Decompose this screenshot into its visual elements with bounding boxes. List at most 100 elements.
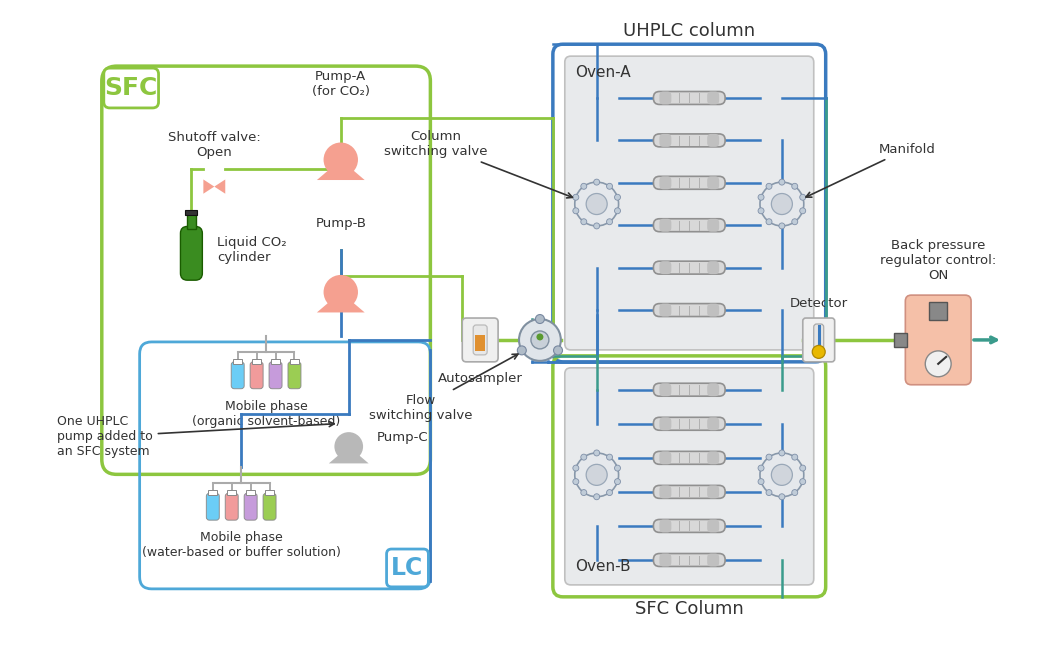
Circle shape <box>594 450 600 456</box>
FancyBboxPatch shape <box>653 384 725 396</box>
Circle shape <box>573 478 579 485</box>
FancyBboxPatch shape <box>707 519 719 532</box>
Circle shape <box>758 465 764 471</box>
Circle shape <box>575 453 619 497</box>
FancyBboxPatch shape <box>659 176 672 189</box>
FancyBboxPatch shape <box>659 519 672 532</box>
FancyBboxPatch shape <box>462 318 498 362</box>
Circle shape <box>926 351 952 377</box>
FancyBboxPatch shape <box>659 261 672 274</box>
Circle shape <box>580 454 587 460</box>
Circle shape <box>606 219 613 225</box>
FancyBboxPatch shape <box>387 549 428 587</box>
Circle shape <box>779 450 785 456</box>
FancyBboxPatch shape <box>653 451 725 464</box>
FancyBboxPatch shape <box>653 554 725 566</box>
FancyBboxPatch shape <box>653 134 725 147</box>
Circle shape <box>575 182 619 226</box>
Text: Pump-C: Pump-C <box>376 431 428 444</box>
Text: LC: LC <box>391 556 423 580</box>
Text: SFC: SFC <box>104 76 157 100</box>
Text: Manifold: Manifold <box>806 143 935 197</box>
Polygon shape <box>214 179 226 194</box>
Circle shape <box>580 183 587 189</box>
Circle shape <box>800 194 806 200</box>
Circle shape <box>758 194 764 200</box>
FancyBboxPatch shape <box>659 304 672 317</box>
Circle shape <box>800 465 806 471</box>
Circle shape <box>766 183 772 189</box>
FancyBboxPatch shape <box>263 493 276 520</box>
FancyBboxPatch shape <box>813 324 824 349</box>
Circle shape <box>519 319 561 361</box>
Circle shape <box>766 454 772 460</box>
Text: Back pressure
regulator control:
ON: Back pressure regulator control: ON <box>880 239 996 282</box>
FancyBboxPatch shape <box>473 325 487 355</box>
FancyBboxPatch shape <box>288 362 301 389</box>
Bar <box>271 359 280 364</box>
Circle shape <box>606 489 613 495</box>
FancyBboxPatch shape <box>707 486 719 499</box>
Circle shape <box>791 454 798 460</box>
FancyBboxPatch shape <box>653 486 725 499</box>
Circle shape <box>760 182 804 226</box>
Polygon shape <box>329 447 368 463</box>
Circle shape <box>615 194 621 200</box>
Bar <box>265 490 275 495</box>
FancyBboxPatch shape <box>659 134 672 147</box>
Bar <box>187 214 196 229</box>
FancyBboxPatch shape <box>653 304 725 317</box>
Circle shape <box>791 489 798 495</box>
Circle shape <box>791 183 798 189</box>
Text: Column
switching valve: Column switching valve <box>384 130 572 198</box>
Bar <box>894 333 907 347</box>
Text: Detector: Detector <box>789 297 848 310</box>
FancyBboxPatch shape <box>653 176 725 189</box>
FancyBboxPatch shape <box>659 417 672 430</box>
Text: SFC Column: SFC Column <box>634 600 744 618</box>
FancyBboxPatch shape <box>269 362 282 389</box>
Circle shape <box>800 208 806 214</box>
FancyBboxPatch shape <box>707 384 719 396</box>
FancyBboxPatch shape <box>906 295 971 385</box>
FancyBboxPatch shape <box>104 68 158 108</box>
Polygon shape <box>204 179 214 194</box>
FancyBboxPatch shape <box>659 219 672 231</box>
Circle shape <box>587 194 607 214</box>
FancyBboxPatch shape <box>659 384 672 396</box>
Text: UHPLC column: UHPLC column <box>623 22 755 40</box>
Circle shape <box>580 219 587 225</box>
FancyBboxPatch shape <box>653 519 725 532</box>
Circle shape <box>323 142 358 177</box>
Circle shape <box>772 194 792 214</box>
Bar <box>233 359 242 364</box>
Bar <box>252 359 261 364</box>
Text: Oven-B: Oven-B <box>575 560 630 575</box>
FancyBboxPatch shape <box>226 493 238 520</box>
Circle shape <box>587 464 607 486</box>
Circle shape <box>323 275 358 309</box>
Circle shape <box>606 454 613 460</box>
Text: Pump-B: Pump-B <box>315 217 366 230</box>
Text: Autosampler: Autosampler <box>438 372 523 385</box>
FancyBboxPatch shape <box>659 554 672 566</box>
Circle shape <box>553 346 563 355</box>
Circle shape <box>536 315 544 324</box>
FancyBboxPatch shape <box>181 226 203 280</box>
Circle shape <box>812 345 825 358</box>
Circle shape <box>766 489 772 495</box>
Circle shape <box>594 223 600 229</box>
Circle shape <box>800 478 806 485</box>
Circle shape <box>573 194 579 200</box>
Circle shape <box>580 489 587 495</box>
Circle shape <box>760 453 804 497</box>
Circle shape <box>615 208 621 214</box>
Circle shape <box>335 432 363 461</box>
Bar <box>185 211 198 215</box>
Text: Flow
switching valve: Flow switching valve <box>368 354 518 422</box>
FancyBboxPatch shape <box>653 219 725 231</box>
Circle shape <box>758 208 764 214</box>
FancyBboxPatch shape <box>707 451 719 464</box>
Polygon shape <box>317 160 365 180</box>
FancyBboxPatch shape <box>244 493 257 520</box>
